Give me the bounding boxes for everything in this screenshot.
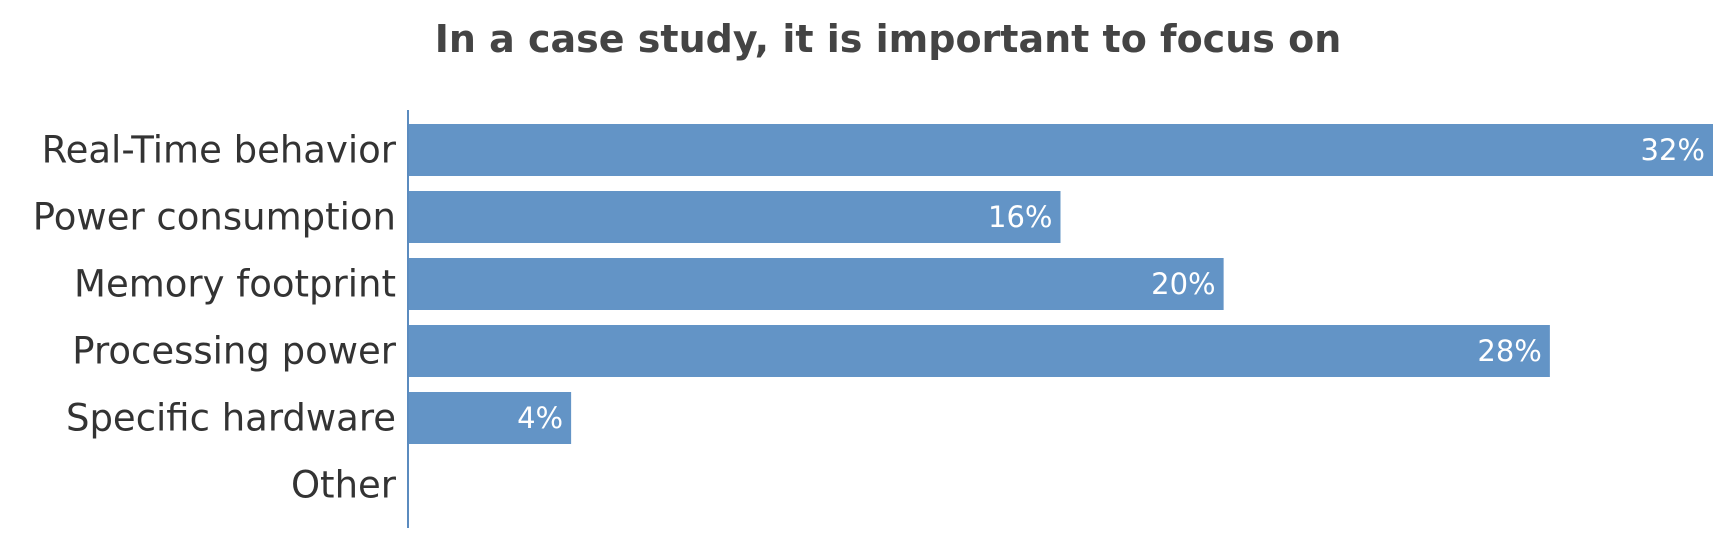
category-label-2: Memory footprint <box>74 263 396 306</box>
value-label-0: 32% <box>1641 133 1705 167</box>
category-label-1: Power consumption <box>33 196 396 239</box>
value-label-2: 20% <box>1151 267 1215 301</box>
bar-1 <box>408 191 1061 243</box>
chart-title: In a case study, it is important to focu… <box>435 17 1342 61</box>
bar-3 <box>408 325 1550 377</box>
value-label-3: 28% <box>1477 334 1541 368</box>
value-label-1: 16% <box>988 200 1052 234</box>
value-labels-group: 32% 16% 20% 28% 4% <box>517 133 1705 435</box>
bar-2 <box>408 258 1224 310</box>
category-labels-group: Real-Time behavior Power consumption Memor… <box>33 129 397 507</box>
category-label-3: Processing power <box>72 330 396 373</box>
bar-0 <box>408 124 1713 176</box>
category-label-0: Real-Time behavior <box>42 129 397 172</box>
value-label-4: 4% <box>517 401 563 435</box>
category-label-4: Specific hardware <box>66 397 396 440</box>
bar-4 <box>408 392 572 444</box>
category-label-5: Other <box>291 464 397 507</box>
bars-group <box>408 124 1713 444</box>
